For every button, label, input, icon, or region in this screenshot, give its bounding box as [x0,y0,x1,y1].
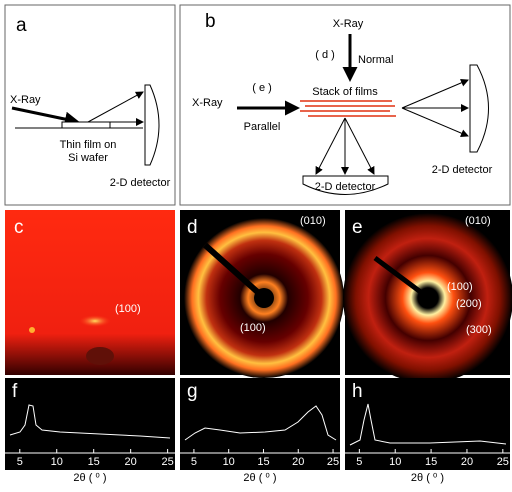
panel-e: e (010) (100) (200) (300) [343,210,512,383]
label: 2-D detector [315,181,376,193]
peak-label: (100) [115,303,141,315]
x-axis-label: 2θ ( ⁰ ) [411,472,444,484]
label: Si wafer [68,152,108,164]
panel-c: c (100) [5,210,175,375]
spot [79,315,111,327]
label: X-Ray [192,97,223,109]
x-tick-label: 10 [51,456,63,468]
films [300,101,396,116]
label: X-Ray [10,94,41,106]
x-tick-label: 15 [257,456,269,468]
x-axis-label: 2θ ( ⁰ ) [243,472,276,484]
label: Stack of films [312,86,378,98]
spot [29,327,35,333]
film [62,122,110,128]
x-tick-label: 15 [425,456,437,468]
panel-label: f [12,381,18,402]
panel-label: g [187,381,198,402]
peak-label: (010) [300,215,326,227]
label: ( e ) [252,82,272,94]
x-axis-label: 2θ ( ⁰ ) [73,472,106,484]
label: X-Ray [333,18,364,30]
x-tick-label: 5 [17,456,23,468]
x-tick-label: 20 [461,456,473,468]
peak-label: (100) [447,281,473,293]
peak-label: (300) [466,324,492,336]
figure: a X-Ray Thin film on Si wafer 2-D detect… [0,0,512,487]
panel-label: c [14,217,24,238]
panel-label: b [205,11,216,32]
x-tick-label: 25 [497,456,509,468]
ray [88,92,143,122]
x-tick-label: 20 [292,456,304,468]
panel-label: a [16,15,27,36]
x-tick-label: 10 [223,456,235,468]
panel-label: h [352,381,363,402]
panel-b: b X-Ray ( d ) Normal Stack of films X-Ra… [180,5,510,205]
peak-label: (010) [465,215,491,227]
x-tick-label: 10 [389,456,401,468]
x-tick-label: 25 [161,456,173,468]
label: Normal [358,54,393,66]
x-tick-label: 5 [191,456,197,468]
panel-label: d [187,217,198,238]
peak-label: (200) [456,298,482,310]
ring [343,213,512,383]
label: ( d ) [315,49,335,61]
detector [470,65,489,152]
x-tick-label: 5 [356,456,362,468]
panel-d: d (010) (100) [180,210,344,378]
x-tick-label: 15 [88,456,100,468]
x-tick-label: 20 [125,456,137,468]
x-tick-label: 25 [327,456,339,468]
panel-label: e [352,217,363,238]
beam [12,108,74,121]
beamstop [254,288,274,308]
label: Thin film on [60,139,117,151]
label: 2-D detector [110,177,171,189]
peak-label: (100) [240,322,266,334]
label: Parallel [244,121,281,133]
shadow [86,347,114,365]
label: 2-D detector [432,164,493,176]
panel-a: a X-Ray Thin film on Si wafer 2-D detect… [5,5,175,205]
detector [145,85,159,165]
